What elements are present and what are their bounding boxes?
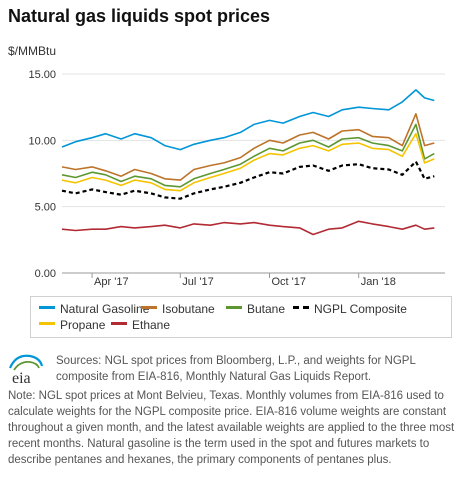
legend-label: NGPL Composite [314,302,407,316]
legend-item: Butane [226,302,285,316]
x-tick-label: Jul '17 [182,276,213,288]
legend-label: Isobutane [162,302,215,316]
legend-label: Butane [247,302,286,316]
legend-label: Natural Gasoline [60,302,150,316]
legend-swatch [141,306,157,310]
series-line-ethane [61,220,435,236]
legend-label: Propane [60,318,106,332]
eia-logo: eia [8,354,44,387]
logo-arc [8,354,44,369]
y-tick-label: 0.00 [35,268,56,280]
logo-arc-inner [13,361,40,371]
legend-swatch [293,306,309,310]
legend-item: NGPL Composite [293,302,407,316]
series-line-propane [61,132,435,192]
series-line-ngpl-composite [61,160,435,200]
line-chart: 0.00 5.00 10.00 15.00 Apr '17 Jul '17 Oct '17 J… [28,69,445,288]
series-line-isobutane [61,113,435,181]
series-line-butane [61,123,435,188]
legend-label: Ethane [132,318,171,332]
legend-item: Natural Gasoline [39,302,149,316]
x-tick-label: Oct '17 [271,276,306,288]
legend-item: Isobutane [141,302,215,316]
y-unit-label: $/MMBtu [8,44,57,58]
legend-swatch [39,322,55,326]
x-tick-label: Jan '18 [361,276,396,288]
logo-text: eia [12,370,31,387]
series-line-natural-gasoline [61,89,435,151]
legend-swatch [111,322,127,326]
sources-text: Sources: NGL spot prices from Bloomberg,… [56,355,416,383]
legend-swatch [226,306,242,310]
y-tick-label: 5.00 [35,202,56,214]
y-tick-label: 10.00 [28,135,56,147]
x-tick-label: Apr '17 [94,276,129,288]
legend-item: Ethane [111,318,170,332]
legend-swatch [39,306,55,310]
note-text: Note: NGL spot prices at Mont Belvieu, T… [8,390,455,466]
y-tick-label: 15.00 [28,69,56,81]
chart-title: Natural gas liquids spot prices [8,6,271,26]
chart-legend: Natural Gasoline Isobutane Butane NGPL Comp… [30,296,452,338]
legend-item: Propane [39,318,105,332]
